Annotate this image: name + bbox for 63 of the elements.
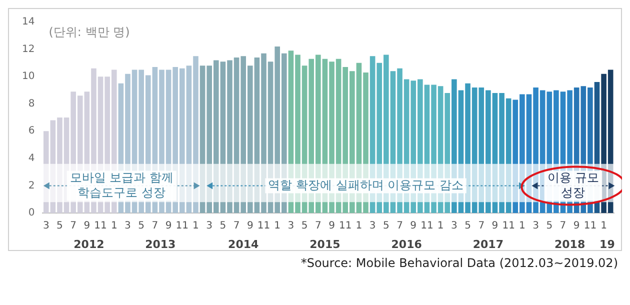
text: 2016 [391, 238, 422, 251]
x-tick-label: 5 [56, 220, 63, 232]
x-tick-label: 3 [288, 220, 294, 232]
x-tick-label: 7 [152, 220, 158, 232]
y-tick-label: 0 [28, 208, 35, 219]
x-tick-label: 9 [492, 220, 498, 232]
text: 2013 [145, 238, 176, 251]
x-tick-label: 9 [328, 220, 335, 232]
text: 2018 [554, 238, 586, 251]
x-tick-label: 5 [464, 220, 471, 232]
x-tick-label: 1 [274, 220, 281, 232]
text: 19 [600, 238, 615, 251]
x-tick-label: 7 [478, 220, 485, 232]
x-tick-label: 5 [546, 220, 553, 232]
x-tick-label: 9 [84, 220, 90, 232]
x-tick-label: 7 [70, 220, 77, 232]
x-tick-label: 11 [502, 220, 515, 232]
x-tick-label: 1 [600, 220, 607, 232]
x-tick-label: 11 [94, 220, 107, 232]
x-tick-label: 11 [338, 220, 352, 232]
x-tick-label: 1 [110, 220, 118, 232]
x-tick-label: 11 [176, 220, 189, 232]
y-tick-label: 12 [22, 44, 35, 55]
x-tick-label: 3 [42, 220, 50, 232]
y-tick-label: 10 [22, 71, 35, 82]
x-tick-label: 5 [138, 220, 145, 232]
text: 2015 [310, 238, 340, 251]
x-tick-label: 3 [532, 220, 539, 232]
text: 2017 [472, 238, 504, 251]
text: 2012 [74, 238, 104, 251]
x-tick-label: 11 [257, 220, 270, 232]
x-tick-label: 7 [233, 220, 240, 232]
x-tick-label: 3 [450, 220, 458, 232]
y-tick-label: 2 [28, 180, 35, 192]
x-tick-label: 7 [314, 220, 322, 232]
x-tick-label: 9 [246, 220, 254, 232]
x-tick-label: 1 [192, 220, 199, 232]
annotation: 이용 규모 성장 [547, 170, 600, 200]
x-tick-label: 3 [206, 220, 213, 232]
annotation: 모바일 보급과 함께 학습도구로 성장 [70, 170, 174, 200]
x-tick-label: 3 [124, 220, 131, 232]
x-tick-label: 1 [437, 220, 444, 232]
x-tick-label: 7 [396, 220, 403, 232]
x-tick-label: 7 [560, 220, 566, 232]
x-tick-label: 5 [220, 220, 226, 232]
annotation: 역할 확장에 실패하며 이용규모 감소 [268, 178, 464, 192]
y-tick-label: 4 [28, 153, 35, 164]
x-tick-label: 1 [356, 220, 362, 232]
text: *Source: Mobile Behavioral Data (2012.03~2019.02) [300, 256, 618, 270]
x-tick-label: 9 [410, 220, 417, 232]
y-tick-label: 14 [22, 16, 35, 28]
x-tick-label: 9 [573, 220, 580, 232]
text: 2014 [228, 238, 259, 251]
y-tick-label: 8 [28, 98, 35, 110]
x-tick-label: 3 [369, 220, 376, 232]
y-tick-label: 6 [28, 126, 35, 137]
x-tick-label: 9 [165, 220, 172, 232]
x-tick-label: 1 [519, 220, 526, 232]
x-tick-label: 5 [301, 220, 308, 232]
y-axis-title: (단위: 백만 명) [48, 25, 130, 40]
x-tick-label: 11 [584, 220, 597, 232]
x-tick-label: 11 [420, 220, 434, 232]
x-tick-label: 5 [382, 220, 390, 232]
